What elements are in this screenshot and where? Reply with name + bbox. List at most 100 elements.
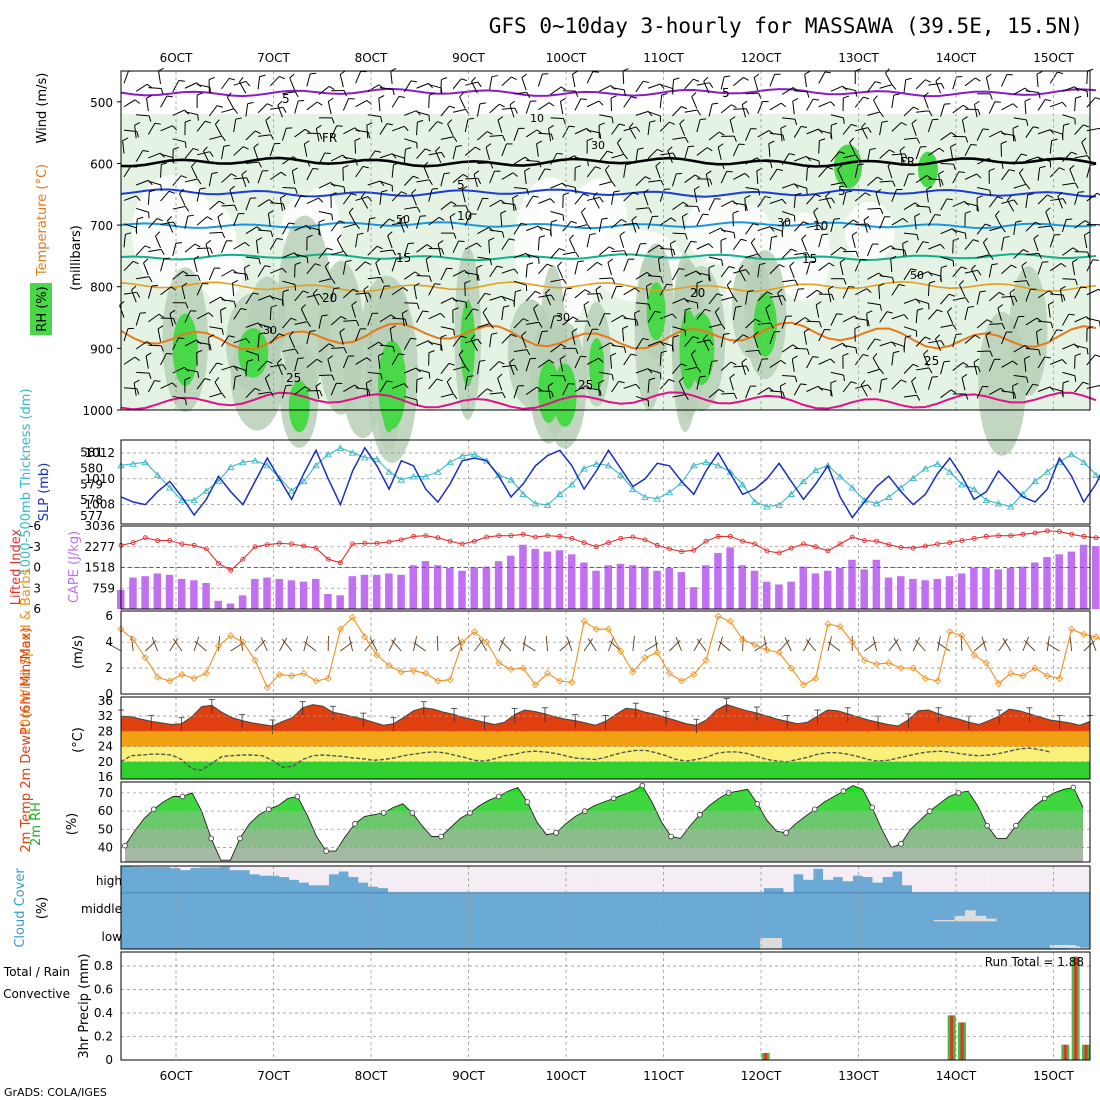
upper-wind-barb (782, 117, 796, 120)
upper-wind-barb (976, 319, 988, 329)
upper-wind-barb (135, 83, 148, 92)
cape-bar (226, 603, 235, 609)
rh-tick-label: 50 (98, 822, 113, 836)
cloud-high-gap (506, 866, 517, 893)
upper-wind-barb (830, 85, 843, 92)
wind-barb (937, 642, 951, 652)
upper-wind-barb-flag (815, 301, 822, 306)
upper-wind-barb-flag (521, 73, 527, 79)
upper-wind-barb (818, 166, 828, 178)
wind-speed-point (1055, 674, 1064, 683)
upper-wind-barb-flag (1033, 126, 1040, 129)
upper-wind-barb (291, 170, 296, 184)
upper-wind-barb (147, 122, 156, 135)
upper-wind-barb (279, 197, 283, 211)
thickness-point (300, 477, 308, 485)
upper-wind-barb (214, 124, 222, 136)
upper-wind-barb-flag (479, 359, 486, 362)
wind-barb (194, 640, 207, 652)
upper-wind-barb (452, 366, 466, 371)
upper-wind-barb (903, 326, 917, 332)
upper-wind-barb (1001, 264, 1012, 275)
bottom-date-label: 12OCT (741, 1069, 782, 1083)
upper-wind-barb-flag (491, 332, 498, 335)
upper-wind-barb-flag (744, 195, 751, 199)
upper-wind-barb (899, 150, 905, 163)
upper-wind-barb (1025, 317, 1038, 326)
upper-wind-barb (1086, 127, 1100, 132)
upper-wind-barb (148, 248, 162, 253)
upper-wind-barb-flag (630, 353, 637, 356)
upper-wind-barb-flag (315, 382, 322, 387)
cloud-high-gap (447, 866, 458, 893)
upper-wind-barb-flag (306, 321, 312, 327)
upper-wind-barb-flag (694, 174, 701, 179)
upper-wind-barb (282, 317, 292, 329)
upper-wind-barb (208, 200, 220, 211)
upper-wind-barb (678, 381, 686, 394)
upper-wind-barb-flag (575, 251, 580, 258)
upper-wind-barb-flag (916, 234, 919, 241)
upper-wind-barb-flag (497, 373, 503, 379)
upper-wind-barb (635, 302, 649, 305)
upper-wind-barb-flag (306, 257, 309, 264)
upper-wind-barb (391, 164, 394, 178)
upper-wind-barb (501, 307, 504, 321)
thickness-point (397, 476, 406, 483)
upper-wind-barb (134, 125, 137, 139)
upper-wind-barb-flag (386, 380, 393, 383)
upper-wind-barb (721, 392, 735, 395)
upper-wind-barb-flag (340, 315, 347, 320)
upper-wind-barb-flag (156, 218, 163, 222)
upper-wind-barb (440, 297, 453, 304)
lifted-index-point (1008, 533, 1014, 539)
upper-wind-barb-flag (560, 86, 567, 91)
top-date-label: 9OCT (452, 51, 485, 65)
upper-wind-barb-flag (594, 166, 602, 170)
upper-wind-barb (1013, 374, 1027, 378)
upper-wind-barb (720, 104, 732, 114)
wind-speed-point (665, 669, 674, 677)
upper-wind-barb (377, 355, 381, 369)
cape-bar (909, 578, 917, 609)
upper-wind-barb (282, 280, 296, 286)
upper-wind-barb-flag (246, 177, 250, 184)
cape-bar (263, 577, 271, 609)
isotherm-20 (120, 280, 1097, 293)
rh-line (124, 784, 1084, 861)
upper-wind-barb (708, 293, 718, 305)
wind-barb (998, 638, 1008, 652)
temp-tick-label: 36 (98, 694, 113, 708)
upper-wind-barb (789, 265, 795, 279)
upper-wind-barb (545, 293, 552, 306)
upper-wind-barb (1037, 194, 1048, 205)
upper-wind-barb-flag (815, 194, 821, 198)
cape-bar (982, 567, 990, 609)
rh-high-area (588, 338, 605, 391)
upper-wind-barb (745, 157, 758, 165)
upper-wind-barb-flag (857, 163, 864, 166)
upper-wind-barb (745, 128, 752, 141)
upper-wind-barb (537, 73, 543, 87)
upper-wind-barb-flag (623, 154, 628, 160)
cloud-high-gap (773, 866, 784, 889)
cape-bar (385, 573, 393, 609)
upper-wind-barb-flag (680, 363, 687, 367)
upper-wind-barb (306, 358, 318, 368)
wind-speed-point (336, 625, 344, 633)
upper-wind-barb (526, 253, 539, 259)
upper-wind-barb (842, 87, 856, 92)
upper-wind-barb-flag (893, 93, 900, 96)
upper-wind-barb (526, 159, 540, 163)
upper-wind-barb-flag (148, 372, 152, 379)
upper-wind-barb-flag (404, 318, 408, 325)
upper-wind-barb (586, 100, 600, 108)
upper-wind-barb-flag (411, 188, 417, 194)
upper-wind-barb (708, 131, 720, 141)
upper-wind-barb (245, 256, 259, 259)
rh-point (984, 822, 990, 829)
upper-wind-barb-flag (550, 294, 555, 301)
upper-wind-barb (355, 292, 369, 295)
upper-wind-barb (265, 120, 271, 133)
upper-wind-barb (123, 129, 137, 133)
